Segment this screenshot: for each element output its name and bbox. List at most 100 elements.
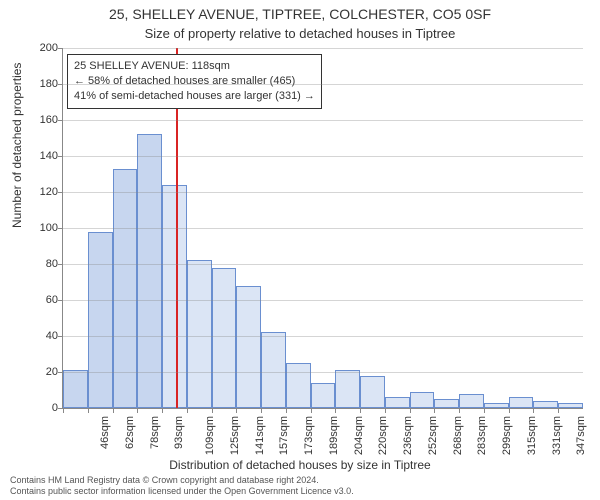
x-tick-label: 109sqm — [204, 416, 216, 455]
y-tick-label: 0 — [22, 402, 58, 414]
histogram-bar — [385, 397, 410, 408]
histogram-chart: 25, SHELLEY AVENUE, TIPTREE, COLCHESTER,… — [0, 0, 600, 500]
y-tick-label: 200 — [22, 42, 58, 54]
histogram-bar — [509, 397, 534, 408]
x-tick-mark — [509, 408, 510, 413]
annotation-box: 25 SHELLEY AVENUE: 118sqm ← 58% of detac… — [67, 54, 322, 109]
grid-line — [63, 156, 583, 157]
grid-line — [63, 264, 583, 265]
histogram-bar — [286, 363, 311, 408]
x-tick-mark — [162, 408, 163, 413]
histogram-bar — [459, 394, 484, 408]
x-tick-label: 46sqm — [99, 416, 111, 449]
x-tick-label: 125sqm — [229, 416, 241, 455]
x-tick-mark — [88, 408, 89, 413]
footer-attribution: Contains HM Land Registry data © Crown c… — [10, 475, 354, 497]
y-tick-label: 60 — [22, 294, 58, 306]
x-tick-mark — [286, 408, 287, 413]
histogram-bar — [484, 403, 509, 408]
histogram-bar — [212, 268, 237, 408]
x-tick-label: 204sqm — [353, 416, 365, 455]
annotation-line3: 41% of semi-detached houses are larger (… — [74, 89, 315, 104]
x-tick-label: 315sqm — [526, 416, 538, 455]
histogram-bar — [261, 332, 286, 408]
x-tick-mark — [63, 408, 64, 413]
x-tick-mark — [187, 408, 188, 413]
x-tick-mark — [385, 408, 386, 413]
y-tick-mark — [58, 300, 63, 301]
histogram-bar — [187, 260, 212, 408]
y-tick-label: 20 — [22, 366, 58, 378]
grid-line — [63, 336, 583, 337]
y-tick-mark — [58, 264, 63, 265]
x-tick-label: 252sqm — [427, 416, 439, 455]
grid-line — [63, 300, 583, 301]
x-tick-mark — [360, 408, 361, 413]
x-tick-label: 173sqm — [303, 416, 315, 455]
x-tick-mark — [558, 408, 559, 413]
x-tick-label: 268sqm — [452, 416, 464, 455]
y-tick-label: 120 — [22, 186, 58, 198]
x-tick-label: 78sqm — [149, 416, 161, 449]
x-tick-label: 141sqm — [254, 416, 266, 455]
grid-line — [63, 48, 583, 49]
x-tick-mark — [459, 408, 460, 413]
histogram-bar — [410, 392, 435, 408]
histogram-bar — [335, 370, 360, 408]
grid-line — [63, 120, 583, 121]
x-tick-label: 62sqm — [124, 416, 136, 449]
histogram-bar — [434, 399, 459, 408]
x-tick-label: 347sqm — [576, 416, 588, 455]
x-tick-label: 331sqm — [551, 416, 563, 455]
annotation-line2: ← 58% of detached houses are smaller (46… — [74, 74, 315, 89]
x-tick-label: 157sqm — [278, 416, 290, 455]
x-tick-mark — [335, 408, 336, 413]
histogram-bar — [137, 134, 162, 408]
x-tick-label: 220sqm — [378, 416, 390, 455]
x-tick-mark — [484, 408, 485, 413]
grid-line — [63, 372, 583, 373]
y-tick-label: 140 — [22, 150, 58, 162]
x-tick-label: 283sqm — [477, 416, 489, 455]
x-tick-label: 93sqm — [173, 416, 185, 449]
y-tick-mark — [58, 156, 63, 157]
x-tick-mark — [410, 408, 411, 413]
histogram-bar — [162, 185, 187, 408]
x-tick-label: 236sqm — [402, 416, 414, 455]
histogram-bar — [236, 286, 261, 408]
y-tick-mark — [58, 48, 63, 49]
grid-line — [63, 228, 583, 229]
x-tick-mark — [311, 408, 312, 413]
grid-line — [63, 192, 583, 193]
annotation-line1: 25 SHELLEY AVENUE: 118sqm — [74, 59, 315, 74]
x-tick-mark — [137, 408, 138, 413]
histogram-bar — [558, 403, 583, 408]
x-tick-label: 299sqm — [501, 416, 513, 455]
y-tick-label: 100 — [22, 222, 58, 234]
plot-area: 25 SHELLEY AVENUE: 118sqm ← 58% of detac… — [62, 48, 583, 409]
histogram-bar — [311, 383, 336, 408]
y-tick-mark — [58, 336, 63, 337]
y-tick-label: 160 — [22, 114, 58, 126]
footer-line1: Contains HM Land Registry data © Crown c… — [10, 475, 354, 486]
x-tick-mark — [261, 408, 262, 413]
histogram-bar — [63, 370, 88, 408]
x-tick-mark — [212, 408, 213, 413]
y-tick-mark — [58, 228, 63, 229]
histogram-bar — [88, 232, 113, 408]
x-tick-mark — [113, 408, 114, 413]
x-tick-label: 189sqm — [328, 416, 340, 455]
x-tick-mark — [236, 408, 237, 413]
x-axis-title: Distribution of detached houses by size … — [0, 458, 600, 472]
chart-title-line2: Size of property relative to detached ho… — [0, 26, 600, 41]
y-tick-mark — [58, 84, 63, 85]
histogram-bar — [360, 376, 385, 408]
y-tick-mark — [58, 120, 63, 121]
y-tick-label: 180 — [22, 78, 58, 90]
x-tick-mark — [434, 408, 435, 413]
y-tick-mark — [58, 372, 63, 373]
x-tick-mark — [533, 408, 534, 413]
grid-line — [63, 84, 583, 85]
y-tick-label: 40 — [22, 330, 58, 342]
chart-title-line1: 25, SHELLEY AVENUE, TIPTREE, COLCHESTER,… — [0, 6, 600, 22]
